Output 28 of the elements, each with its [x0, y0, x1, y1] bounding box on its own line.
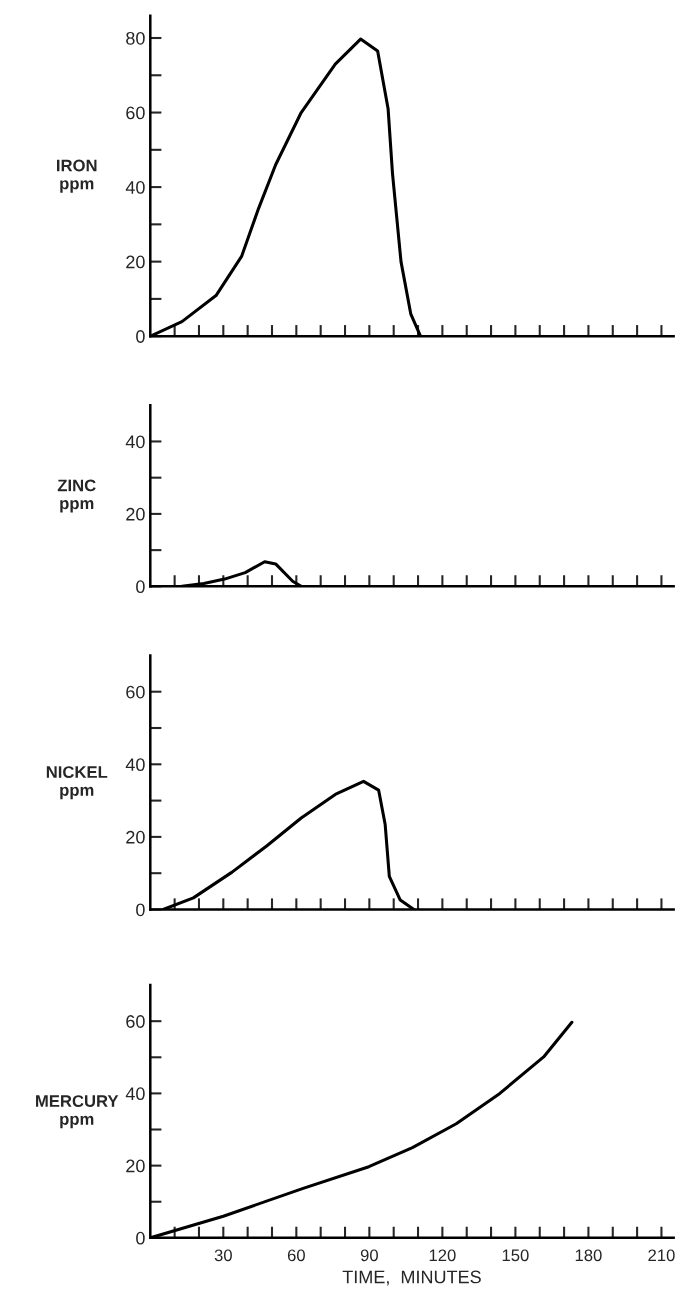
x-tick-label: 120 [429, 1249, 456, 1262]
x-tick-label: 60 [287, 1249, 305, 1262]
y-tick-label: 60 [126, 1015, 145, 1028]
y-tick-label: 60 [126, 106, 145, 120]
y-tick-label: 0 [136, 330, 145, 343]
y-tick-label: 20 [126, 255, 145, 269]
x-tick-label: 210 [648, 1249, 675, 1262]
y-tick-label: 80 [126, 31, 145, 45]
x-tick-label: 150 [502, 1249, 529, 1262]
y-axis-title: NICKEL ppm [46, 766, 108, 800]
y-axis-title: MERCURY ppm [36, 1095, 119, 1129]
y-tick-label: 0 [136, 903, 145, 917]
y-tick-label: 40 [125, 181, 145, 194]
y-tick-label: 0 [136, 580, 145, 594]
y-axis-title: IRON ppm [57, 159, 97, 193]
y-tick-label: 20 [126, 1159, 145, 1173]
x-tick-label: 90 [360, 1249, 378, 1262]
y-tick-label: 40 [125, 758, 145, 772]
y-tick-label: 0 [136, 1231, 145, 1245]
y-axis-title: ZINC ppm [57, 479, 96, 513]
x-tick-label: 30 [214, 1249, 232, 1262]
y-tick-label: 40 [125, 1087, 145, 1101]
x-axis-title: TIME, MINUTES [342, 1270, 481, 1286]
y-tick-label: 20 [126, 830, 145, 844]
y-tick-label: 20 [126, 507, 145, 521]
y-tick-label: 40 [125, 435, 145, 449]
x-tick-label: 180 [575, 1249, 602, 1262]
y-tick-label: 60 [126, 685, 145, 699]
